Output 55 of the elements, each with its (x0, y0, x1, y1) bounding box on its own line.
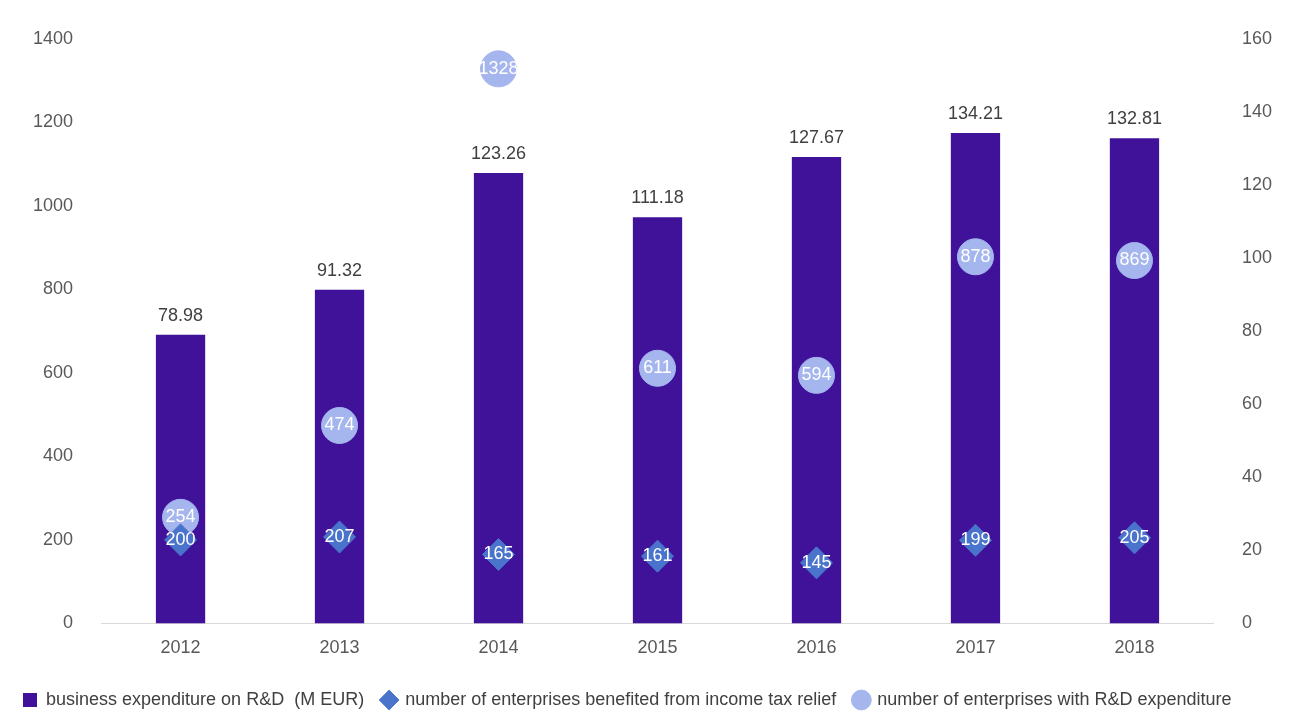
y2-tick-label: 0 (1241, 612, 1252, 633)
data-label: 1328 (478, 57, 519, 78)
y2-tick-label: 140 (1241, 100, 1273, 121)
x-tick-label: 2013 (319, 637, 360, 658)
y2-tick-label: 100 (1241, 246, 1273, 267)
x-tick-label: 2016 (796, 637, 837, 658)
y-tick-label: 1000 (33, 194, 74, 215)
data-label: 145 (801, 551, 832, 572)
x-tick-label: 2018 (1114, 637, 1155, 658)
y-tick-label: 0 (63, 612, 74, 633)
data-label: 474 (324, 414, 355, 435)
y2-tick-label: 80 (1241, 320, 1262, 341)
data-label: 594 (801, 364, 832, 385)
data-label: 161 (642, 545, 673, 566)
data-label: 205 (1119, 526, 1150, 547)
y-tick-label: 600 (43, 361, 74, 382)
data-label: 111.18 (631, 187, 684, 208)
y-tick-label: 1200 (33, 111, 74, 132)
data-label: 91.32 (317, 259, 363, 280)
y2-tick-label: 40 (1241, 466, 1262, 487)
bar (632, 217, 683, 624)
x-tick-label: 2012 (160, 637, 201, 658)
data-label: 134.21 (947, 103, 1004, 123)
data-label: 878 (960, 245, 991, 266)
data-label: 200 (165, 528, 196, 549)
bar (473, 173, 524, 624)
data-label: 123.26 (470, 143, 527, 164)
bar (155, 334, 206, 624)
y2-tick-label: 120 (1241, 173, 1273, 194)
bar (950, 133, 1001, 624)
x-tick-label: 2017 (955, 637, 996, 658)
y-tick-label: 1400 (33, 27, 74, 48)
legend-label: number of enterprises with R&D expenditure (877, 688, 1232, 709)
y2-tick-label: 160 (1241, 27, 1273, 48)
y2-tick-label: 20 (1241, 539, 1262, 560)
legend-label: number of enterprises benefited from income tax relief (405, 688, 838, 709)
data-label: 869 (1119, 249, 1150, 270)
data-label: 132.81 (1106, 108, 1162, 129)
data-label: 207 (324, 525, 355, 546)
y2-tick-label: 60 (1241, 393, 1262, 414)
data-label: 78.98 (158, 304, 204, 325)
y-tick-label: 400 (43, 445, 74, 466)
data-label: 127.67 (788, 126, 845, 147)
y-tick-label: 800 (43, 278, 74, 299)
data-label: 165 (483, 543, 514, 564)
y-tick-label: 200 (43, 528, 74, 549)
bar (314, 289, 365, 624)
data-label: 199 (960, 529, 991, 550)
x-tick-label: 2014 (478, 637, 519, 658)
data-label: 611 (643, 357, 672, 378)
x-tick-label: 2015 (637, 637, 678, 658)
data-label: 254 (165, 506, 196, 527)
bar (791, 156, 842, 624)
bar (1109, 138, 1160, 624)
legend-label: business expenditure on R&D (M EUR) (46, 688, 365, 709)
